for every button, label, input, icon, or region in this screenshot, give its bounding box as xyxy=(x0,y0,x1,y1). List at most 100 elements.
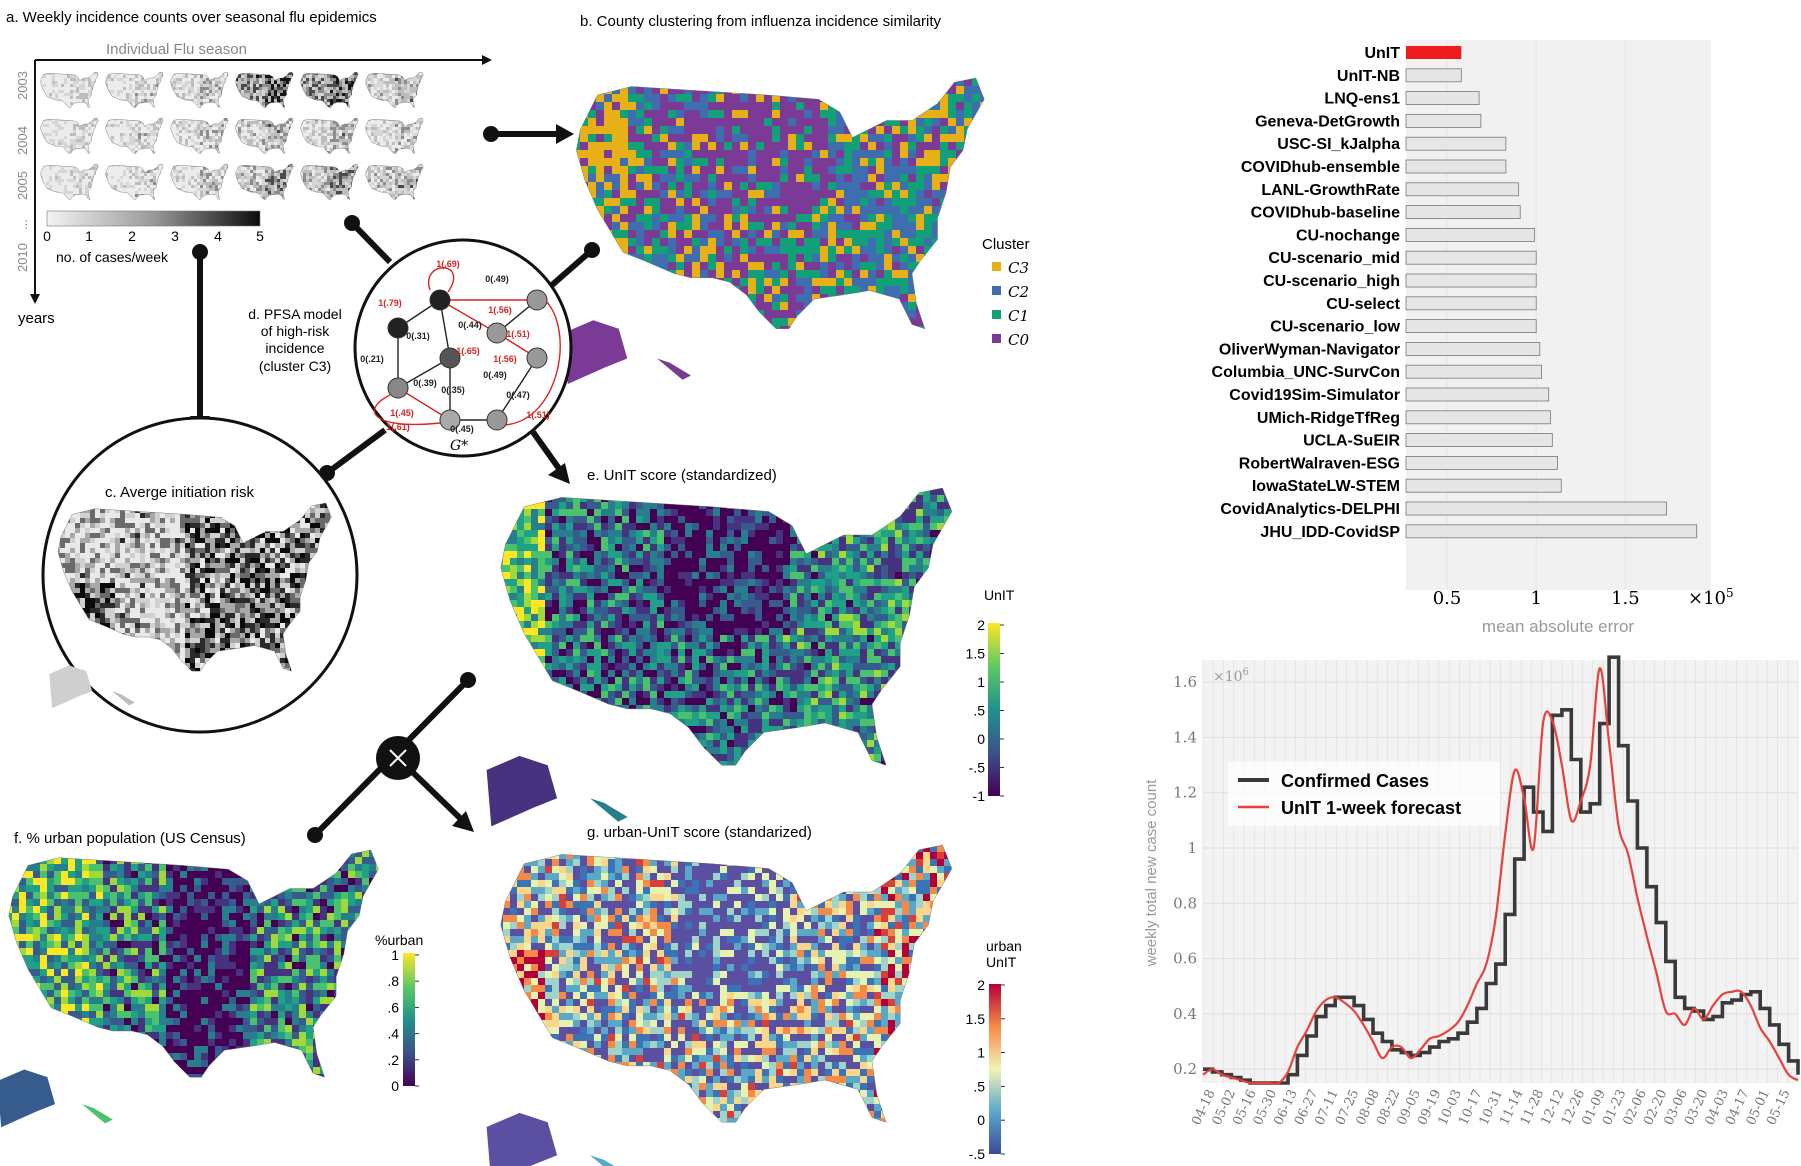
bar xyxy=(1405,433,1553,448)
map-outline xyxy=(105,163,164,200)
legend-label: UnIT 1-week forecast xyxy=(1281,798,1461,818)
bar-label: OliverWyman-Navigator xyxy=(1219,341,1400,358)
line-x-ticks: 04-1805-0205-1605-3006-1306-2707-1107-25… xyxy=(1189,1087,1793,1127)
panel-e: e. UnIT score (standardized) UnIT 21.51.… xyxy=(486,467,1015,827)
map-cells xyxy=(40,164,99,200)
map-outline xyxy=(105,117,164,154)
connector-dot xyxy=(307,827,323,843)
map-outline xyxy=(57,502,332,672)
bar-x-tick: 1.5 xyxy=(1611,588,1640,609)
pfsa-edge-label: 1(.69) xyxy=(436,259,460,269)
year-label: 2003 xyxy=(15,71,30,100)
bar xyxy=(1405,114,1482,128)
pfsa-state-node xyxy=(526,289,548,311)
year-label: 2005 xyxy=(15,171,30,200)
pfsa-self-loop xyxy=(427,267,455,293)
bar-label: COVIDhub-ensemble xyxy=(1241,159,1400,176)
confirmed-cases-line xyxy=(1203,655,1800,1085)
map-outline xyxy=(40,163,99,200)
bar xyxy=(1405,410,1551,425)
legend-label: Confirmed Cases xyxy=(1281,771,1429,791)
line-gridlines xyxy=(1202,660,1799,1083)
bar-category-labels: UnIT UnIT-NB LNQ-ens1 Geneva-DetGrowth USC-S… xyxy=(1212,45,1401,541)
pfsa-caption: d. PFSA model xyxy=(248,306,341,322)
colorbar-tick: 1.5 xyxy=(966,1011,986,1027)
panel-f-title: f. % urban population (US Census) xyxy=(14,830,246,847)
line-y-tick: 1.4 xyxy=(1173,728,1197,746)
season-axis-label: Individual Flu season xyxy=(106,41,247,58)
map-cells xyxy=(170,118,229,154)
legend-label: C2 xyxy=(1008,283,1029,301)
viridis-colorbar xyxy=(988,623,1000,796)
colorbar-tick: 0 xyxy=(977,1112,985,1128)
colorbar-tick: 1 xyxy=(85,228,93,244)
colorbar-tick: 5 xyxy=(256,228,264,244)
bar xyxy=(1405,250,1537,265)
colorbar-tick: .5 xyxy=(973,703,985,719)
map-outline xyxy=(500,844,953,1123)
map-outline xyxy=(300,163,359,200)
cluster-legend: C3 C2 C1 C0 xyxy=(992,259,1029,349)
colorbar-tick: 0 xyxy=(391,1078,399,1094)
pfsa-loop xyxy=(504,299,561,426)
bar xyxy=(1405,136,1507,151)
colorbar-label: %urban xyxy=(375,932,423,948)
bar xyxy=(1405,205,1521,220)
pfsa-edge-label: 0(.44) xyxy=(458,320,482,330)
bar xyxy=(1405,455,1559,470)
bar-label: Columbia_UNC-SurvCon xyxy=(1212,364,1400,381)
years-axis-label: years xyxy=(18,310,55,327)
legend-swatch xyxy=(992,334,1001,343)
pfsa-edge-label: 0(.39) xyxy=(413,378,437,388)
bar-label: UnIT-NB xyxy=(1337,68,1400,85)
bar-x-label: mean absolute error xyxy=(1482,617,1634,636)
map-outline xyxy=(170,163,229,200)
line-y-tick: 0.2 xyxy=(1173,1060,1197,1078)
bar-gridlines xyxy=(1446,40,1626,590)
panel-g-title: g. urban-UnIT score (standarized) xyxy=(587,824,812,841)
pfsa-edge-label: 0(.31) xyxy=(406,331,430,341)
bar xyxy=(1405,227,1535,242)
mae-bar-chart: UnIT UnIT-NB LNQ-ens1 Geneva-DetGrowth USC-S… xyxy=(1212,40,1734,636)
line-y-tick: 0.4 xyxy=(1173,1005,1197,1023)
map-outline xyxy=(40,71,99,108)
map-cells xyxy=(105,72,164,108)
pfsa-edge-label: 1(.79) xyxy=(378,298,402,308)
colorbar-tick: .4 xyxy=(387,1026,399,1042)
connector-line xyxy=(550,247,594,288)
pfsa-edge-label: 1(.45) xyxy=(390,408,414,418)
map-outline xyxy=(170,117,229,154)
panel-e-title: e. UnIT score (standardized) xyxy=(587,467,777,484)
map-outline xyxy=(8,849,379,1078)
legend-swatch xyxy=(992,310,1001,319)
panel-g: g. urban-UnIT score (standarized) urban … xyxy=(486,824,1022,1166)
bar-label: UnIT xyxy=(1364,45,1400,62)
line-y-label: weekly total new case count xyxy=(1143,779,1160,968)
bar-label: LNQ-ens1 xyxy=(1324,91,1400,108)
pfsa-state-node xyxy=(439,409,461,431)
forecast-line xyxy=(1202,667,1799,1085)
colorbar-tick: 0 xyxy=(977,731,985,747)
line-y-tick: 0.8 xyxy=(1173,894,1197,912)
bar xyxy=(1405,296,1537,311)
pfsa-state-node xyxy=(387,317,409,339)
map-outline xyxy=(500,487,953,766)
alaska-inset xyxy=(0,1069,56,1128)
bar xyxy=(1405,319,1537,334)
bar-label: RobertWalraven-ESG xyxy=(1239,455,1400,472)
pfsa-state-node xyxy=(486,409,508,431)
bar xyxy=(1405,478,1562,493)
hawaii-inset xyxy=(82,1104,113,1124)
bar-label: UCLA-SuEIR xyxy=(1303,433,1400,450)
pfsa-circle xyxy=(353,238,573,458)
x-multiplier: ×105 xyxy=(1688,586,1734,609)
map-cells xyxy=(365,72,424,108)
map-cells xyxy=(235,72,294,108)
map-outline xyxy=(40,117,99,154)
pfsa-state-node xyxy=(439,347,461,369)
map-cells xyxy=(170,72,229,108)
panel-d: d. PFSA model of high-risk incidence (cl… xyxy=(248,238,573,458)
bar-marks xyxy=(1405,46,1698,539)
product-node xyxy=(376,736,420,780)
legend-swatch xyxy=(992,286,1001,295)
